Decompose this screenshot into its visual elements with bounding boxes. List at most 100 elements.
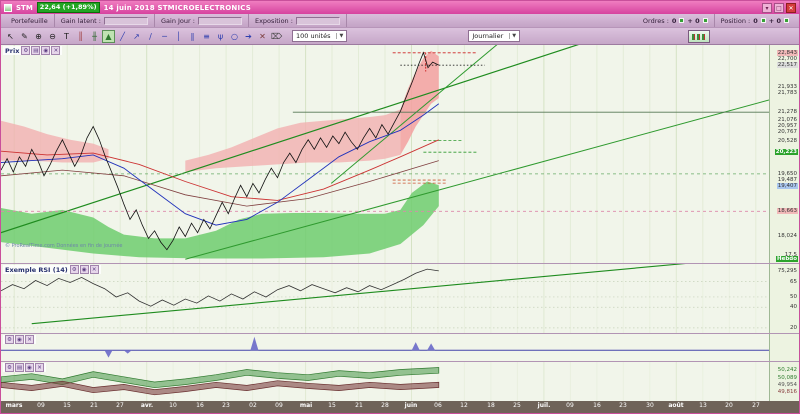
text-tool-icon[interactable]: T <box>64 31 69 41</box>
camera-icon[interactable]: ◉ <box>15 335 24 344</box>
printer-icon[interactable]: ▤ <box>15 363 24 372</box>
wrench-icon[interactable]: ⚙ <box>5 363 14 372</box>
printer-icon[interactable]: ▤ <box>31 46 41 55</box>
area-chart-icon[interactable]: ▲ <box>102 29 115 43</box>
segment-icon[interactable]: ∕ <box>149 31 152 41</box>
date-label: 15 <box>328 402 336 409</box>
menu-label: Position : <box>720 16 751 25</box>
rsi-chart[interactable] <box>1 264 769 333</box>
trendline-icon[interactable]: ╱ <box>120 31 125 41</box>
parallel-channel-icon[interactable]: ∥ <box>190 31 195 41</box>
date-label: 16 <box>593 402 601 409</box>
price-panel: Prix ⚙ ▤ ◉ ✕ © ProRealTime.com Données en f… <box>1 45 799 263</box>
pin-button[interactable]: ▾ <box>762 2 772 13</box>
date-label: 10 <box>169 402 177 409</box>
hebdo-badge[interactable]: Hebdo <box>776 256 798 262</box>
ribbon-plot[interactable]: ⚙ ▤ ◉ ✕ <box>1 362 769 401</box>
axis-label: 22,700 <box>777 56 797 62</box>
price-plot[interactable]: Prix ⚙ ▤ ◉ ✕ © ProRealTime.com Données en f… <box>1 45 769 263</box>
timeframe-dropdown[interactable]: Journalier ▼ <box>468 30 521 42</box>
close-icon[interactable]: ✕ <box>35 363 44 372</box>
menu-extra-value: + 0 <box>768 16 781 25</box>
arrow-icon[interactable]: ➔ <box>245 31 252 41</box>
zoom-in-icon[interactable]: ⊕ <box>35 31 42 41</box>
date-month-label: mars <box>5 402 23 409</box>
histogram-panel: ⚙ ◉ ✕ <box>1 333 799 361</box>
menu-value-field <box>295 16 340 25</box>
close-icon[interactable]: ✕ <box>25 335 34 344</box>
axis-label: 40 <box>790 304 797 310</box>
date-label: 02 <box>249 402 257 409</box>
pitchfork-icon[interactable]: ψ <box>217 31 224 41</box>
menu-label: Gain Jour : <box>161 16 195 25</box>
rsi-panel: Exemple RSI (14) ⚙ ◉ ✕ 75,295 65 50 40 20 <box>1 263 799 333</box>
menu-item-gain-latent: Gain latent : <box>55 14 155 27</box>
axis-label: 21,783 <box>777 90 797 96</box>
rsi-panel-tools: ⚙ ◉ ✕ <box>69 265 99 274</box>
date-label: 27 <box>752 402 760 409</box>
date-label: 18 <box>487 402 495 409</box>
histogram-panel-header: ⚙ ◉ ✕ <box>3 335 36 344</box>
status-icon <box>760 18 766 23</box>
menu-value-field <box>197 16 242 25</box>
bar-chart-icon[interactable]: ╫ <box>92 31 97 41</box>
ribbon-axis: 50,242 50,089 49,954 49,816 <box>769 362 799 401</box>
status-icon <box>702 18 708 23</box>
rsi-panel-header: Exemple RSI (14) ⚙ ◉ ✕ <box>3 265 101 274</box>
date-label: 09 <box>275 402 283 409</box>
zoom-out-icon[interactable]: ⊖ <box>49 31 56 41</box>
axis-label: 65 <box>790 279 797 285</box>
pencil-icon[interactable]: ✎ <box>21 31 28 41</box>
date-label: 20 <box>725 402 733 409</box>
camera-icon[interactable]: ◉ <box>79 265 89 274</box>
date-label: 30 <box>646 402 654 409</box>
close-icon[interactable]: ✕ <box>51 46 61 55</box>
ribbon-chart[interactable] <box>1 362 769 401</box>
chevron-down-icon: ▼ <box>509 33 516 39</box>
window-controls: ▾ □ ✕ <box>762 2 796 13</box>
cursor-icon[interactable]: ↖ <box>7 31 14 41</box>
axis-label: 20,767 <box>777 129 797 135</box>
menu-extra-value: + 0 <box>687 16 700 25</box>
window-icon <box>4 3 12 12</box>
menu-item-exposition: Exposition : <box>249 14 347 27</box>
trash-icon[interactable]: ⌦ <box>271 31 283 41</box>
price-axis: Hebdo 22,843 22,700 22,517 21,933 21,783 21,2… <box>769 45 799 263</box>
rsi-panel-title: Exemple RSI (14) <box>5 265 68 274</box>
axis-label: 19,650 <box>777 171 797 177</box>
date-label: 16 <box>196 402 204 409</box>
wrench-icon[interactable]: ⚙ <box>69 265 79 274</box>
ray-icon[interactable]: ↗ <box>133 31 140 41</box>
fibonacci-icon[interactable]: ≡ <box>203 31 210 41</box>
menu-label: Exposition : <box>254 16 293 25</box>
date-label: 23 <box>619 402 627 409</box>
axis-label: 75,295 <box>777 268 797 274</box>
title-bar[interactable]: STM 22,64 (+1,89%) 14 juin 2018 STMICROE… <box>1 1 799 14</box>
menu-item-portefeuille[interactable]: Portefeuille <box>5 14 55 27</box>
axis-label: 49,954 <box>777 382 797 388</box>
close-icon[interactable]: ✕ <box>89 265 99 274</box>
price-panel-title: Prix <box>5 46 20 55</box>
histogram-chart[interactable] <box>1 334 769 361</box>
camera-icon[interactable]: ◉ <box>41 46 51 55</box>
price-chart[interactable] <box>1 45 769 263</box>
delete-drawing-icon[interactable]: ✕ <box>259 31 266 41</box>
camera-icon[interactable]: ◉ <box>25 363 34 372</box>
histogram-plot[interactable]: ⚙ ◉ ✕ <box>1 334 769 361</box>
wrench-icon[interactable]: ⚙ <box>5 335 14 344</box>
menu-label: Ordres : <box>642 16 669 25</box>
units-dropdown[interactable]: 100 unités ▼ <box>292 30 348 42</box>
close-button[interactable]: ✕ <box>786 2 796 13</box>
candlestick-chart-icon[interactable]: ║ <box>78 31 83 41</box>
date-axis[interactable]: mars 09 15 21 27 avr. 10 16 23 02 09 mai 15 21 28 juin 0… <box>1 401 799 413</box>
vertical-line-icon[interactable]: │ <box>176 31 181 41</box>
menu-value: 0 <box>753 16 758 25</box>
ellipse-icon[interactable]: ○ <box>231 31 238 41</box>
date-month-label: juin <box>404 402 418 409</box>
wrench-icon[interactable]: ⚙ <box>21 46 31 55</box>
maximize-button[interactable]: □ <box>774 2 784 13</box>
chart-template-button[interactable] <box>688 29 710 43</box>
horizontal-line-icon[interactable]: ─ <box>162 31 167 41</box>
rsi-plot[interactable]: Exemple RSI (14) ⚙ ◉ ✕ <box>1 264 769 333</box>
